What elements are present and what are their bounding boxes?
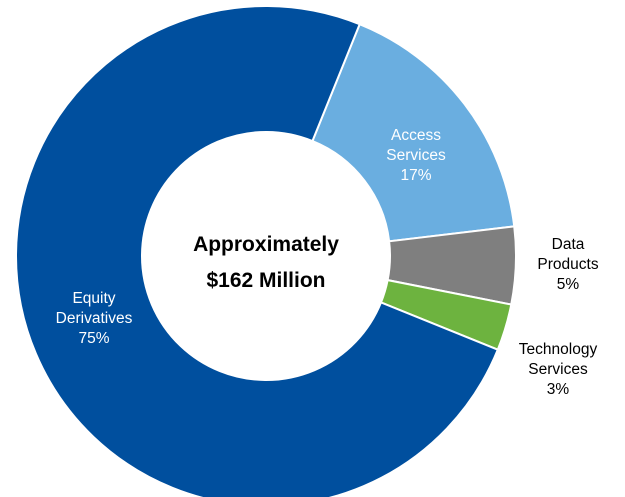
donut-slices — [15, 5, 517, 497]
slice-name-line: Access — [391, 127, 441, 144]
slice-name-line: Products — [537, 256, 598, 273]
slice-name-line: Equity — [72, 290, 115, 307]
slice-label-technology-services: Technology Services 3% — [519, 341, 598, 398]
slice-percent: 17% — [400, 167, 431, 184]
center-label-line-1: Approximately — [193, 233, 339, 256]
slice-percent: 75% — [78, 330, 109, 347]
slice-label-data-products: Data Products 5% — [537, 236, 598, 293]
center-label-line-2: $162 Million — [206, 269, 325, 292]
slice-label-equity-derivatives: Equity Derivatives 75% — [56, 290, 133, 347]
slice-name-line: Data — [552, 236, 585, 253]
center-label: Approximately $162 Million — [193, 233, 339, 292]
slice-access-services — [311, 22, 516, 243]
slice-percent: 5% — [557, 276, 580, 293]
slice-equity-derivatives — [15, 5, 500, 497]
slice-percent: 3% — [547, 381, 570, 398]
slice-name-line: Technology — [519, 341, 598, 358]
slice-name-line: Services — [386, 147, 446, 164]
slice-label-access-services: Access Services 17% — [386, 127, 446, 184]
slice-name-line: Derivatives — [56, 310, 133, 327]
slice-labels: Access Services 17% Data Products 5% Technolog… — [56, 127, 599, 398]
slice-name-line: Services — [528, 361, 588, 378]
